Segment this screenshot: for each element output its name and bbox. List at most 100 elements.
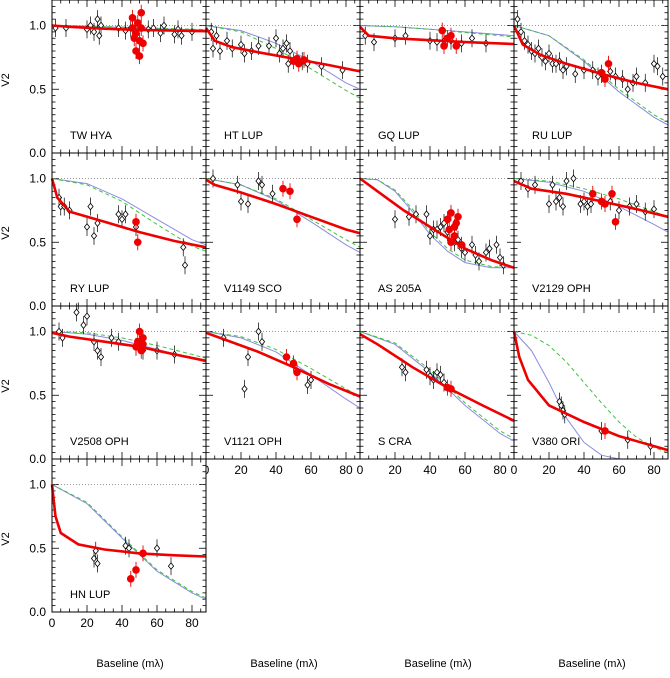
data-point-filled (608, 190, 616, 198)
panel-background (206, 0, 360, 153)
x-tick-label: 20 (80, 616, 94, 630)
data-point-filled (133, 238, 142, 247)
fit-curve (51, 24, 207, 33)
data-point-open (549, 181, 556, 189)
data-point-open (482, 248, 490, 257)
data-point-filled (137, 8, 146, 17)
data-point-filled (132, 218, 140, 226)
data-point-open (521, 36, 528, 45)
data-point-open (659, 72, 666, 81)
data-point-open (94, 219, 101, 227)
fit-curve (50, 178, 207, 249)
data-point-filled (601, 75, 609, 83)
data-point-filled (286, 187, 294, 196)
data-point-open (241, 49, 248, 58)
panel-ry-lup: RY LUP 0.0 0.5 1.0 (29, 152, 207, 313)
fit-curve (513, 179, 669, 219)
x-tick-label: 80 (493, 463, 507, 477)
panel-label: S CRA (378, 436, 412, 448)
data-point-open (496, 253, 504, 262)
data-point-open (556, 193, 563, 202)
panel-frame (513, 305, 669, 460)
data-point-filled (282, 353, 291, 361)
data-point-filled (132, 566, 140, 574)
y-tick-label: 0.0 (29, 452, 46, 466)
data-point-filled (300, 56, 308, 64)
data-point-open (517, 28, 525, 36)
y-tick-label: 0.5 (29, 82, 46, 96)
fit-curve (359, 177, 515, 270)
x-tick-label: 0 (49, 616, 56, 630)
data-point-open (279, 44, 287, 53)
model-curve-b (359, 25, 515, 38)
data-point-open (552, 197, 560, 206)
data-point-filled (597, 68, 606, 77)
data-point-open (180, 243, 187, 252)
model-curve-b (51, 331, 207, 359)
data-point-open (633, 200, 640, 208)
data-point-open (559, 66, 567, 74)
fit-curve (205, 331, 361, 398)
panel-label: RU LUP (532, 130, 572, 142)
data-point-open (624, 85, 631, 94)
data-point-filled (132, 29, 140, 37)
data-point-open (402, 368, 409, 377)
data-point-open (181, 261, 189, 270)
panel-v380-ori: V380 ORI 0 20 40 60 80 (511, 305, 669, 477)
x-tick-label: 40 (577, 463, 591, 477)
panel-s-cra: S CRA 0 20 40 60 80 (357, 305, 515, 477)
data-point-open (426, 232, 434, 240)
data-point-open (437, 223, 444, 231)
data-point-open (73, 308, 80, 317)
panel-as-205a: AS 205A (359, 152, 515, 307)
x-tick-label: 40 (423, 463, 437, 477)
data-point-filled (279, 184, 287, 193)
fit-curve (359, 332, 515, 422)
data-point-open (80, 321, 87, 329)
data-point-open (286, 47, 294, 55)
data-point-filled (447, 209, 455, 217)
data-point-open (171, 30, 178, 39)
x-axis-label-col3: Baseline (mλ) (404, 658, 471, 670)
x-tick-label: 80 (339, 463, 353, 477)
data-point-filled (139, 334, 147, 342)
x-tick-label: 60 (304, 463, 318, 477)
y-tick-label: 1.0 (29, 19, 46, 33)
data-point-filled (604, 59, 613, 68)
y-tick-label: 0.0 (29, 605, 46, 619)
data-point-open (90, 28, 98, 36)
x-tick-label: 0 (511, 463, 518, 477)
data-point-open (255, 327, 262, 336)
y-tick-label: 0.0 (29, 146, 46, 160)
data-point-open (475, 257, 483, 266)
panel-label: V380 ORI (532, 436, 580, 448)
data-point-open (237, 197, 245, 206)
data-point-open (167, 562, 175, 570)
data-point-open (216, 47, 224, 55)
panel-background (206, 306, 360, 459)
fit-curve (359, 25, 515, 46)
data-point-open (283, 39, 290, 48)
data-point-open (94, 346, 101, 355)
panel-label: HN LUP (70, 589, 110, 601)
y-tick-label: 1.0 (29, 325, 46, 339)
data-point-open (423, 210, 430, 219)
model-curve-a (51, 178, 207, 246)
panel-background (514, 0, 668, 153)
y-tick-label: 0.0 (29, 299, 46, 313)
x-axis-label-col1: Baseline (mλ) (96, 658, 163, 670)
data-point-filled (601, 200, 609, 208)
data-point-open (97, 353, 105, 361)
panels-layer: TW HYA 0.0 0.5 1.0 HT LUP GQ LUP RU LUP RY LUP 0… (29, 0, 669, 630)
data-point-filled (601, 427, 609, 435)
data-point-open (514, 15, 521, 23)
data-point-filled (447, 31, 455, 40)
data-point-open (580, 197, 588, 206)
panel-v1149-sco: V1149 SCO (205, 152, 361, 307)
data-point-open (307, 376, 315, 384)
data-point-open (87, 202, 94, 211)
panel-label: V2129 OPH (532, 283, 591, 295)
y-tick-label: 0.5 (29, 235, 46, 249)
data-point-filled (440, 42, 448, 50)
